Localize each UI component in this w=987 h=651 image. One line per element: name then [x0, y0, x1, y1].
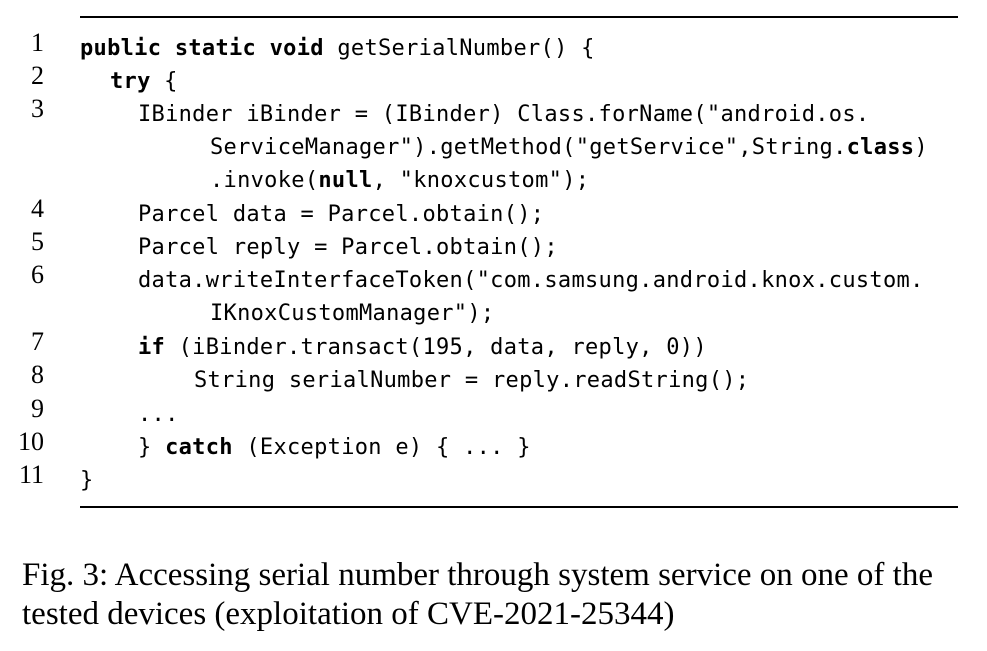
code-text: IKnoxCustomManager"); — [210, 297, 494, 330]
code-segment: Parcel data = Parcel.obtain(); — [138, 202, 545, 227]
code-line: 5 Parcel reply = Parcel.obtain(); — [0, 227, 987, 264]
line-number: 7 — [31, 327, 44, 356]
code-segment: (Exception e) { ... } — [232, 435, 531, 460]
code-line: 4 Parcel data = Parcel.obtain(); — [0, 194, 987, 231]
code-segment: .invoke( — [210, 168, 319, 193]
code-keyword: catch — [165, 435, 233, 460]
code-line: 9... — [0, 394, 987, 431]
code-keyword: try — [110, 69, 151, 94]
code-segment: (iBinder.transact(195, data, reply, 0)) — [165, 335, 707, 360]
code-line: IKnoxCustomManager"); — [0, 297, 987, 330]
code-keyword: if — [138, 335, 166, 360]
code-line: 8 String serialNumber = reply.readString(… — [0, 360, 987, 397]
code-text: IBinder iBinder = (IBinder) Class.forNam… — [138, 98, 869, 131]
code-text: public static void getSerialNumber() { — [80, 32, 595, 65]
code-text: ... — [138, 398, 179, 431]
code-segment: ServiceManager").getMethod("getService",… — [210, 135, 847, 160]
code-text: try { — [110, 65, 178, 98]
code-text: } — [80, 464, 94, 497]
line-number: 8 — [31, 360, 44, 389]
line-number: 11 — [18, 460, 44, 489]
code-line: 7 if (iBinder.transact(195, data, reply, … — [0, 327, 987, 364]
figure-caption: Fig. 3: Accessing serial number through … — [22, 557, 933, 632]
code-line: .invoke(null, "knoxcustom"); — [0, 164, 987, 197]
code-segment: ... — [138, 402, 179, 427]
listing-top-rule — [80, 16, 958, 18]
code-keyword: class — [846, 135, 915, 160]
line-number: 9 — [31, 394, 44, 423]
code-segment: Parcel reply = Parcel.obtain(); — [138, 235, 558, 260]
code-segment: IBinder iBinder = (IBinder) Class.forNam… — [138, 102, 870, 127]
line-number: 1 — [31, 28, 44, 57]
line-number: 4 — [31, 194, 44, 223]
code-keyword: public static void — [80, 36, 324, 61]
code-segment: String serialNumber = reply.readString()… — [194, 368, 750, 393]
code-keyword: null — [318, 168, 373, 193]
code-line: 1 public static void getSerialNumber() { — [0, 28, 987, 65]
code-text: ServiceManager").getMethod("getService",… — [210, 131, 928, 164]
code-segment: ) — [914, 135, 928, 160]
code-text: .invoke(null, "knoxcustom"); — [210, 164, 589, 197]
code-line: 2 try { — [0, 61, 987, 98]
code-text: } catch (Exception e) { ... } — [138, 431, 531, 464]
code-segment: { — [150, 69, 178, 94]
line-number: 3 — [31, 94, 44, 123]
code-segment: } — [80, 468, 94, 493]
code-segment: getSerialNumber() { — [323, 36, 595, 61]
code-line: 10} catch (Exception e) { ... } — [0, 427, 987, 464]
code-segment: , "knoxcustom"); — [372, 168, 590, 193]
line-number: 10 — [18, 427, 44, 456]
code-text: if (iBinder.transact(195, data, reply, 0… — [138, 331, 707, 364]
code-line: 11} — [0, 460, 987, 497]
code-line: ServiceManager").getMethod("getService",… — [0, 131, 987, 164]
line-number: 6 — [31, 260, 44, 289]
listing-bottom-rule — [80, 506, 958, 508]
code-text: Parcel reply = Parcel.obtain(); — [138, 231, 558, 264]
line-number: 5 — [31, 227, 44, 256]
code-segment: IKnoxCustomManager"); — [210, 301, 495, 326]
line-number: 2 — [31, 61, 44, 90]
code-line: 6 data.writeInterfaceToken("com.samsung.a… — [0, 260, 987, 297]
code-text: String serialNumber = reply.readString()… — [194, 364, 749, 397]
code-segment: data.writeInterfaceToken("com.samsung.an… — [138, 268, 924, 293]
code-line: 3 IBinder iBinder = (IBinder) Class.forNa… — [0, 94, 987, 131]
code-segment: } — [138, 435, 166, 460]
code-text: data.writeInterfaceToken("com.samsung.an… — [138, 264, 924, 297]
code-text: Parcel data = Parcel.obtain(); — [138, 198, 544, 231]
